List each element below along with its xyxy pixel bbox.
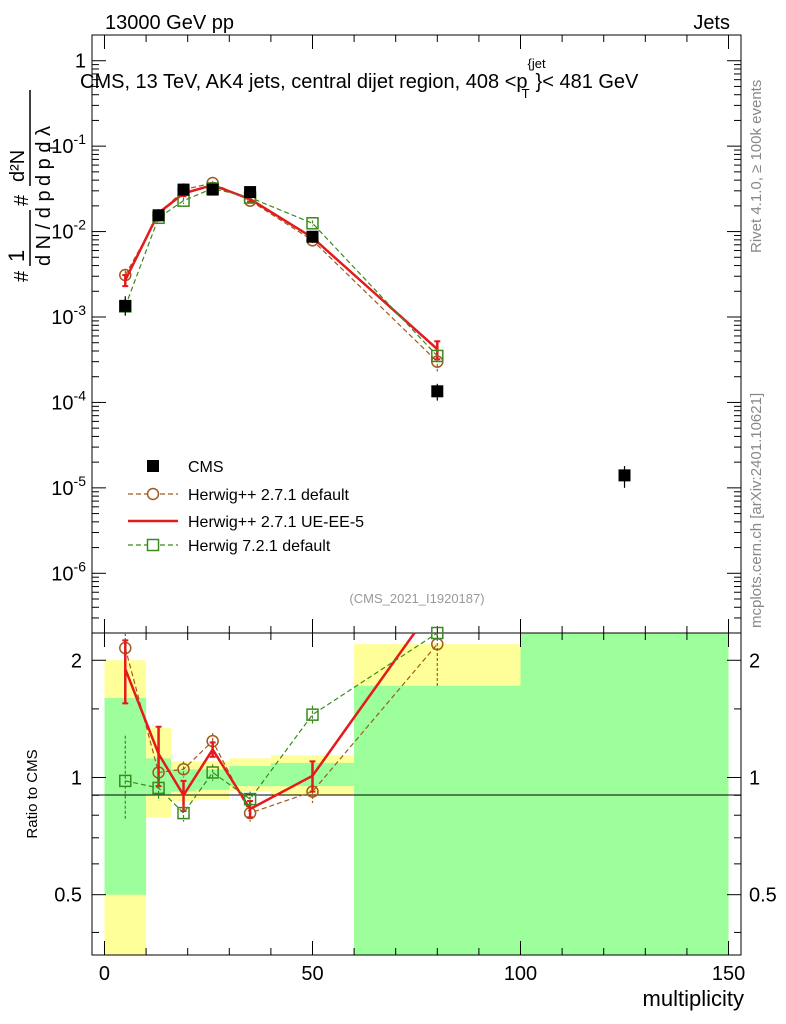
ratio-axis-ticks: 0.5 0.5 1 1 2 2 0 50 100 150 bbox=[54, 633, 777, 985]
header-right-label: Jets bbox=[693, 12, 730, 34]
side-label-mcplots: mcplots.cern.ch [arXiv:2401.10621] bbox=[748, 393, 765, 628]
main-series-3-point bbox=[431, 349, 444, 363]
ratio-series-0-point bbox=[177, 762, 190, 776]
main-ytick-label-exp: -1 bbox=[74, 131, 87, 147]
ratio-band-inner-6 bbox=[354, 685, 521, 955]
ratio-ytick-label: 0.5 bbox=[54, 885, 82, 907]
legend-label-2: Herwig++ 2.7.1 UE-EE-5 bbox=[188, 514, 364, 531]
main-series-3-point bbox=[306, 217, 319, 230]
main-ytick-label: 10-6 bbox=[51, 558, 86, 585]
main-series-0-point bbox=[119, 299, 132, 312]
main-ytick-label: 10-3 bbox=[51, 302, 86, 329]
plot-title-main: CMS, 13 TeV, AK4 jets, central dijet reg… bbox=[80, 71, 528, 93]
main-ytick-label: 10-2 bbox=[51, 217, 86, 244]
main-ylabel-hash-2: # bbox=[11, 194, 33, 206]
x-tick-label: 0 bbox=[99, 963, 110, 985]
main-series-layer bbox=[119, 176, 631, 488]
ratio-series-2-point bbox=[306, 708, 319, 721]
main-axis-ticks: 10-610-510-410-310-210-11 bbox=[51, 34, 741, 634]
main-ytick-label-exp: -2 bbox=[74, 217, 87, 233]
main-ytick-label-exp: -5 bbox=[74, 473, 87, 489]
main-ytick-label-exp: -4 bbox=[74, 387, 87, 403]
plot-title-superscript: {jet bbox=[528, 56, 546, 71]
main-ylabel-denominator-2: d p d λ bbox=[33, 126, 55, 186]
analysis-watermark: (CMS_2021_I1920187) bbox=[349, 591, 484, 606]
plot-title: CMS, 13 TeV, AK4 jets, central dijet reg… bbox=[80, 56, 639, 101]
legend-marker-square bbox=[146, 538, 160, 552]
legend-marker-circle bbox=[146, 487, 160, 501]
legend-marker-cms bbox=[147, 460, 159, 472]
main-series-0-point bbox=[152, 209, 165, 222]
ratio-series-2-point bbox=[152, 781, 165, 795]
ratio-ytick-label: 2 bbox=[71, 650, 82, 672]
main-ylabel-numerator: d²N bbox=[7, 150, 29, 182]
ratio-bands bbox=[104, 633, 729, 955]
main-ylabel-denominator: d N / d p bbox=[33, 190, 55, 266]
ratio-plot-frame bbox=[91, 632, 742, 956]
ratio-band-inner-4 bbox=[229, 766, 271, 787]
main-series-0-point bbox=[618, 469, 631, 482]
ratio-ytick-label-right: 2 bbox=[749, 650, 760, 672]
main-series-0-point bbox=[306, 230, 319, 243]
main-series-0-point bbox=[431, 385, 444, 398]
side-label-rivet: Rivet 4.1.0, ≥ 100k events bbox=[748, 80, 765, 253]
main-series-2-line bbox=[124, 183, 439, 351]
plot-title-subscript: T bbox=[522, 86, 530, 101]
x-tick-label: 100 bbox=[504, 963, 537, 985]
main-series-0-point bbox=[244, 186, 257, 199]
main-ytick-label-base: 10 bbox=[51, 136, 73, 158]
legend-label-3: Herwig 7.2.1 default bbox=[188, 538, 331, 555]
main-ytick-label-base: 10 bbox=[51, 478, 73, 500]
ratio-ytick-label-right: 1 bbox=[749, 767, 760, 789]
main-ytick-label-base: 10 bbox=[51, 222, 73, 244]
main-ytick-label-base: 10 bbox=[51, 307, 73, 329]
main-ytick-label: 10-5 bbox=[51, 473, 86, 500]
x-tick-label: 150 bbox=[712, 963, 745, 985]
x-tick-label: 50 bbox=[301, 963, 323, 985]
ratio-series-layer bbox=[119, 626, 444, 822]
main-series-0-point bbox=[177, 183, 190, 196]
legend: CMS Herwig++ 2.7.1 default Herwig++ 2.7.1 … bbox=[128, 459, 364, 555]
ratio-series-2-point bbox=[243, 792, 257, 806]
ratio-band-inner-7 bbox=[520, 633, 729, 955]
x-axis-label: multiplicity bbox=[643, 986, 744, 1011]
main-ylabel-hash-1: # bbox=[11, 270, 33, 282]
main-ylabel: # 1 d N / d p # d²N d p d λ T bbox=[4, 90, 61, 282]
main-ylabel-one: 1 bbox=[4, 250, 29, 262]
main-ytick-label: 10-1 bbox=[51, 131, 86, 158]
ratio-ytick-label: 1 bbox=[71, 767, 82, 789]
legend-label-1: Herwig++ 2.7.1 default bbox=[188, 487, 350, 504]
ratio-series-2-point bbox=[177, 806, 190, 820]
main-ytick-label-exp: -6 bbox=[74, 558, 87, 574]
ratio-ylabel: Ratio to CMS bbox=[24, 749, 41, 838]
main-series-0-point bbox=[206, 183, 219, 196]
ratio-ytick-label-right: 0.5 bbox=[749, 885, 777, 907]
plot-title-tail: }< 481 GeV bbox=[536, 71, 640, 93]
main-series-3-line bbox=[124, 187, 438, 357]
legend-label-0: CMS bbox=[188, 459, 224, 476]
main-ytick-label-exp: -3 bbox=[74, 302, 87, 318]
main-ytick-label-base: 10 bbox=[51, 392, 73, 414]
ratio-series-2-point bbox=[119, 774, 132, 788]
main-ytick-label: 10-4 bbox=[51, 387, 86, 414]
ratio-series-2-point bbox=[431, 626, 444, 640]
main-ylabel-subscript-t: T bbox=[46, 144, 61, 152]
main-ytick-label-base: 10 bbox=[51, 563, 73, 585]
header-left-label: 13000 GeV pp bbox=[105, 12, 234, 34]
ratio-series-2-point bbox=[206, 766, 219, 779]
main-ytick-label: 1 bbox=[75, 51, 86, 73]
